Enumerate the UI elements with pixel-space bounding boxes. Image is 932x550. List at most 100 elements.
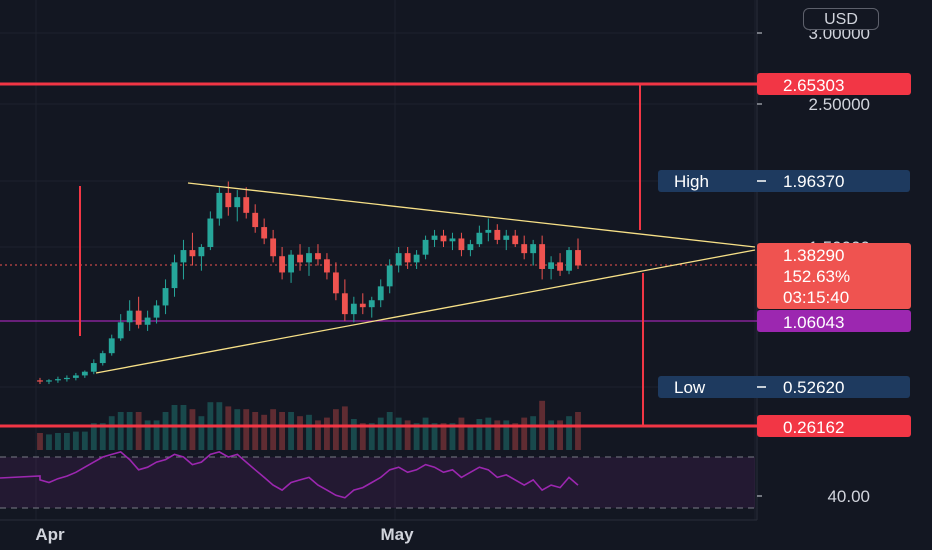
candle-body [440, 235, 447, 242]
candle [324, 253, 330, 280]
candle-body [494, 229, 501, 240]
low-tag[interactable]: Low 0.52620 [658, 376, 910, 398]
target-upper-tag[interactable]: 2.65303 [757, 73, 911, 95]
target-lower-tag[interactable]: 0.26162 [757, 415, 911, 437]
candle [180, 239, 187, 280]
volume-bar [306, 414, 312, 450]
candle-body [503, 235, 510, 240]
last-price-tag[interactable]: 1.38290 152.63% 03:15:40 [757, 243, 911, 309]
candle-body [395, 253, 402, 266]
candle-body [315, 253, 321, 260]
volume-bar [386, 412, 393, 450]
candle-body [189, 250, 196, 257]
candle-body [332, 272, 339, 294]
rsi-band [0, 457, 755, 508]
candle-body [37, 380, 43, 382]
volume-bar [46, 434, 52, 450]
candle [171, 254, 178, 297]
candle-body [153, 305, 160, 318]
volume-bar [476, 419, 483, 450]
high-tag-bg [658, 170, 910, 192]
last-price-tag-text: 03:15:40 [783, 288, 849, 307]
volume-bar [395, 417, 402, 450]
target-lower-tag-text: 0.26162 [783, 418, 844, 437]
candle [37, 377, 43, 385]
candle [252, 204, 259, 233]
candle [198, 244, 205, 271]
candle [521, 235, 528, 260]
volume-bar [548, 420, 555, 450]
price-scale[interactable]: 3.000002.500001.5000040.002.653031.06043… [658, 24, 911, 506]
volume-bar [37, 433, 43, 450]
volume-bar [126, 412, 133, 450]
currency-button[interactable]: USD [803, 8, 879, 30]
candle [108, 334, 115, 356]
candle [557, 253, 563, 276]
low-tag-bg [658, 376, 910, 398]
candle-body [458, 238, 465, 251]
candle-body [368, 300, 375, 308]
candle [126, 300, 133, 331]
volume-bar [225, 406, 232, 450]
candle-body [530, 244, 537, 254]
volume-bar [135, 412, 142, 450]
candle-body [72, 375, 79, 378]
candle [279, 247, 286, 280]
volume-bar [315, 420, 321, 450]
candle [90, 359, 97, 375]
volume-bar [377, 417, 384, 450]
candle [306, 247, 312, 276]
pivot-tag-bg [757, 310, 911, 332]
candle [575, 238, 581, 269]
candle-body [225, 192, 232, 208]
high-tag-title: High [674, 172, 709, 191]
candle-layer [37, 181, 581, 385]
high-tag[interactable]: High 1.96370 [658, 170, 910, 192]
volume-bar [324, 417, 330, 450]
drawing-layer[interactable] [79, 84, 756, 426]
candle-body [324, 259, 330, 273]
volume-bar [108, 416, 115, 450]
rsi-pane [0, 451, 755, 509]
candle [72, 372, 79, 381]
candle [386, 259, 393, 294]
volume-bar [162, 412, 169, 450]
candle-body [350, 303, 357, 315]
triangle-lower-trendline[interactable] [95, 249, 756, 374]
candle [270, 229, 277, 263]
high-tag-value: 1.96370 [783, 172, 844, 191]
candle-body [99, 353, 106, 364]
time-label-apr[interactable]: Apr [35, 525, 65, 544]
level-layer[interactable] [0, 82, 757, 428]
candle-body [270, 238, 277, 257]
rsi-line [0, 451, 579, 499]
low-tag-value: 0.52620 [783, 378, 844, 397]
volume-bar [575, 412, 581, 450]
triangle-upper-trendline[interactable] [187, 182, 756, 248]
candle [413, 250, 420, 269]
volume-bar [297, 416, 303, 450]
time-axis[interactable]: Apr May [35, 525, 414, 544]
candle-body [162, 288, 169, 306]
candle [548, 256, 555, 280]
candle-body [413, 254, 420, 263]
candle [81, 370, 88, 378]
candle [315, 244, 321, 266]
candle [207, 211, 214, 251]
candle-body [243, 197, 250, 213]
volume-bar [458, 417, 465, 450]
candle-body [180, 250, 187, 263]
candle [476, 225, 483, 247]
volume-bar [440, 423, 447, 450]
pivot-tag[interactable]: 1.06043 [757, 310, 911, 332]
candle-body [135, 310, 142, 325]
candle [431, 229, 438, 247]
price-tick-label: 40.00 [827, 487, 870, 506]
candle-body [306, 253, 312, 263]
time-label-may[interactable]: May [380, 525, 414, 544]
price-tick-label: 2.50000 [809, 95, 870, 114]
candle [395, 247, 402, 273]
candle-body [279, 256, 286, 273]
candle-body [171, 262, 178, 289]
